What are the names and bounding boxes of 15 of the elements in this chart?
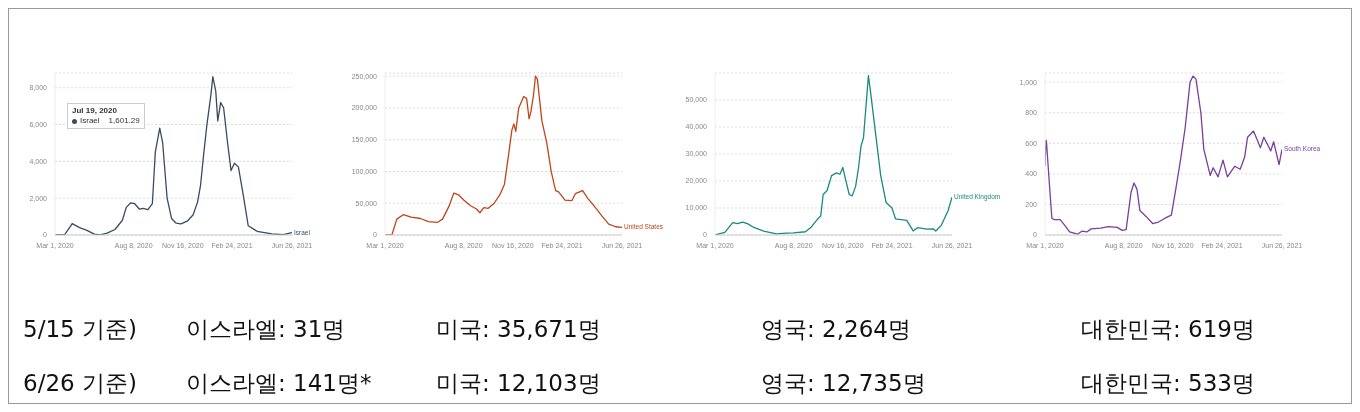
annotation: 1,601.29 xyxy=(108,116,140,126)
text: 6/26 기준) xyxy=(23,369,137,398)
text: 대한민국: 533명 xyxy=(1081,369,1255,398)
line-series xyxy=(1045,75,1282,235)
annotation: Jul 19, 2020 xyxy=(72,106,118,116)
line-series xyxy=(715,75,952,235)
text: 이스라엘: 31명 xyxy=(186,315,346,344)
text: 대한민국: 619명 xyxy=(1081,315,1255,344)
text: 미국: 12,103명 xyxy=(436,369,601,398)
text: 영국: 12,735명 xyxy=(761,369,926,398)
text: 이스라엘: 141명* xyxy=(186,369,372,398)
text: 미국: 35,671명 xyxy=(436,315,601,344)
text: 5/15 기준) xyxy=(23,315,137,344)
annotation: Israel xyxy=(80,116,100,126)
text: 영국: 2,264명 xyxy=(761,315,911,344)
